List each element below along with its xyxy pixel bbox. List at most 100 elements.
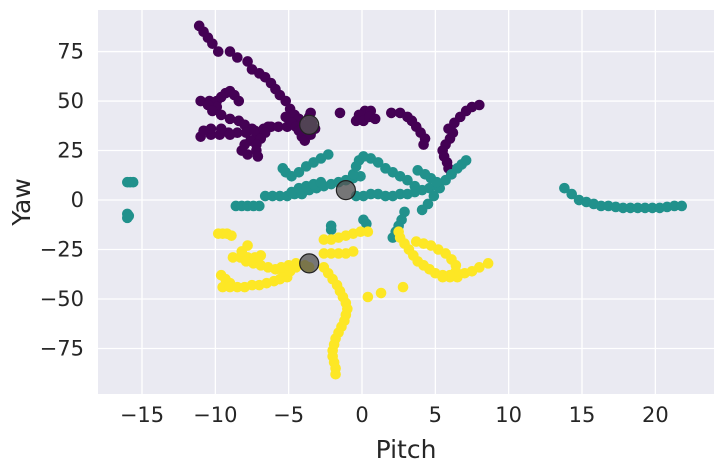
- x-tick-label: −5: [273, 403, 304, 427]
- scatter-point: [397, 281, 409, 293]
- scatter-point: [242, 240, 253, 251]
- scatter-point: [207, 105, 218, 117]
- scatter-point: [127, 176, 139, 188]
- y-tick-label: 0: [71, 188, 84, 212]
- scatter-point: [355, 226, 366, 237]
- scatter-point: [362, 226, 374, 237]
- scatter-point: [375, 287, 387, 299]
- scatter-point: [217, 281, 228, 293]
- x-tick-label: 20: [642, 403, 669, 427]
- scatter-point: [333, 248, 344, 259]
- scatter-point: [372, 157, 384, 168]
- scatter-point: [460, 155, 472, 166]
- scatter-point: [474, 262, 485, 273]
- scatter-point: [215, 109, 227, 121]
- scatter-point: [386, 107, 397, 119]
- scatter-point: [290, 258, 302, 269]
- scatter-point: [595, 200, 607, 212]
- scatter-point: [380, 190, 391, 202]
- scatter-point: [249, 125, 261, 137]
- scatter-point: [428, 190, 440, 202]
- grid: [98, 10, 714, 394]
- scatter-point: [365, 188, 377, 200]
- scatter-point: [254, 200, 265, 212]
- scatter-point: [437, 271, 448, 283]
- scatter-point: [559, 182, 570, 194]
- scatter-point: [255, 250, 267, 261]
- x-tick-label: 15: [569, 403, 596, 427]
- scatter-point: [207, 38, 218, 49]
- x-tick-label: −10: [193, 403, 237, 427]
- x-tick-label: −15: [120, 403, 164, 427]
- scatter-point: [226, 230, 237, 241]
- x-tick-label: 0: [355, 403, 368, 427]
- scatter-point: [232, 52, 243, 63]
- scatter-point: [212, 46, 224, 57]
- scatter-point: [227, 252, 239, 263]
- plot-background: [98, 10, 714, 394]
- scatter-point: [246, 279, 258, 291]
- scatter-point: [215, 123, 227, 135]
- scatter-point: [224, 113, 236, 125]
- scatter-point: [273, 121, 284, 133]
- scatter-point: [350, 115, 362, 127]
- scatter-point: [274, 190, 286, 202]
- scatter-point: [224, 129, 236, 141]
- scatter-point: [240, 127, 252, 139]
- scatter-point: [474, 99, 485, 111]
- scatter-point: [632, 202, 644, 214]
- scatter-point: [280, 95, 292, 107]
- centroid-point: [299, 253, 320, 274]
- scatter-point: [402, 174, 413, 186]
- scatter-point: [205, 123, 217, 135]
- scatter-point: [232, 281, 243, 293]
- y-tick-label: −50: [40, 287, 84, 311]
- data-points: [122, 20, 688, 380]
- scatter-point: [361, 218, 372, 230]
- y-axis-label: Yaw: [7, 178, 36, 227]
- scatter-point: [233, 95, 245, 107]
- scatter-point: [322, 149, 334, 160]
- scatter-point: [224, 281, 236, 293]
- scatter-point: [224, 46, 236, 57]
- y-tick-label: 50: [57, 89, 84, 113]
- scatter-point: [318, 234, 330, 245]
- scatter-point: [418, 139, 429, 150]
- scatter-point: [394, 188, 406, 200]
- scatter-point: [242, 56, 253, 67]
- scatter-point: [676, 200, 688, 212]
- centroid-point: [299, 114, 320, 135]
- scatter-point: [625, 202, 636, 214]
- scatter-point: [422, 198, 434, 210]
- scatter-point: [431, 176, 443, 188]
- scatter-point: [639, 202, 651, 214]
- y-tick-label: 25: [57, 139, 84, 163]
- x-axis-label: Pitch: [376, 435, 437, 464]
- scatter-point: [617, 202, 629, 214]
- scatter-point: [334, 107, 346, 119]
- scatter-point: [325, 224, 337, 236]
- scatter-point: [315, 176, 327, 188]
- scatter-point: [647, 202, 658, 214]
- scatter-point: [325, 248, 337, 259]
- scatter-point: [318, 248, 330, 259]
- scatter-point: [252, 151, 264, 162]
- scatter-point: [259, 190, 271, 202]
- scatter-point: [566, 188, 578, 200]
- scatter-point: [362, 291, 374, 303]
- y-tick-label: −75: [40, 336, 84, 360]
- scatter-point: [330, 368, 341, 380]
- scatter-point: [267, 190, 278, 202]
- x-tick-label: 5: [429, 403, 442, 427]
- scatter-point: [347, 246, 359, 257]
- y-tick-label: −25: [40, 238, 84, 262]
- scatter-point: [293, 167, 305, 178]
- scatter-point: [369, 113, 381, 125]
- scatter-point: [122, 212, 133, 224]
- scatter-point: [482, 258, 494, 269]
- scatter-point: [242, 149, 253, 160]
- scatter-point: [669, 200, 680, 212]
